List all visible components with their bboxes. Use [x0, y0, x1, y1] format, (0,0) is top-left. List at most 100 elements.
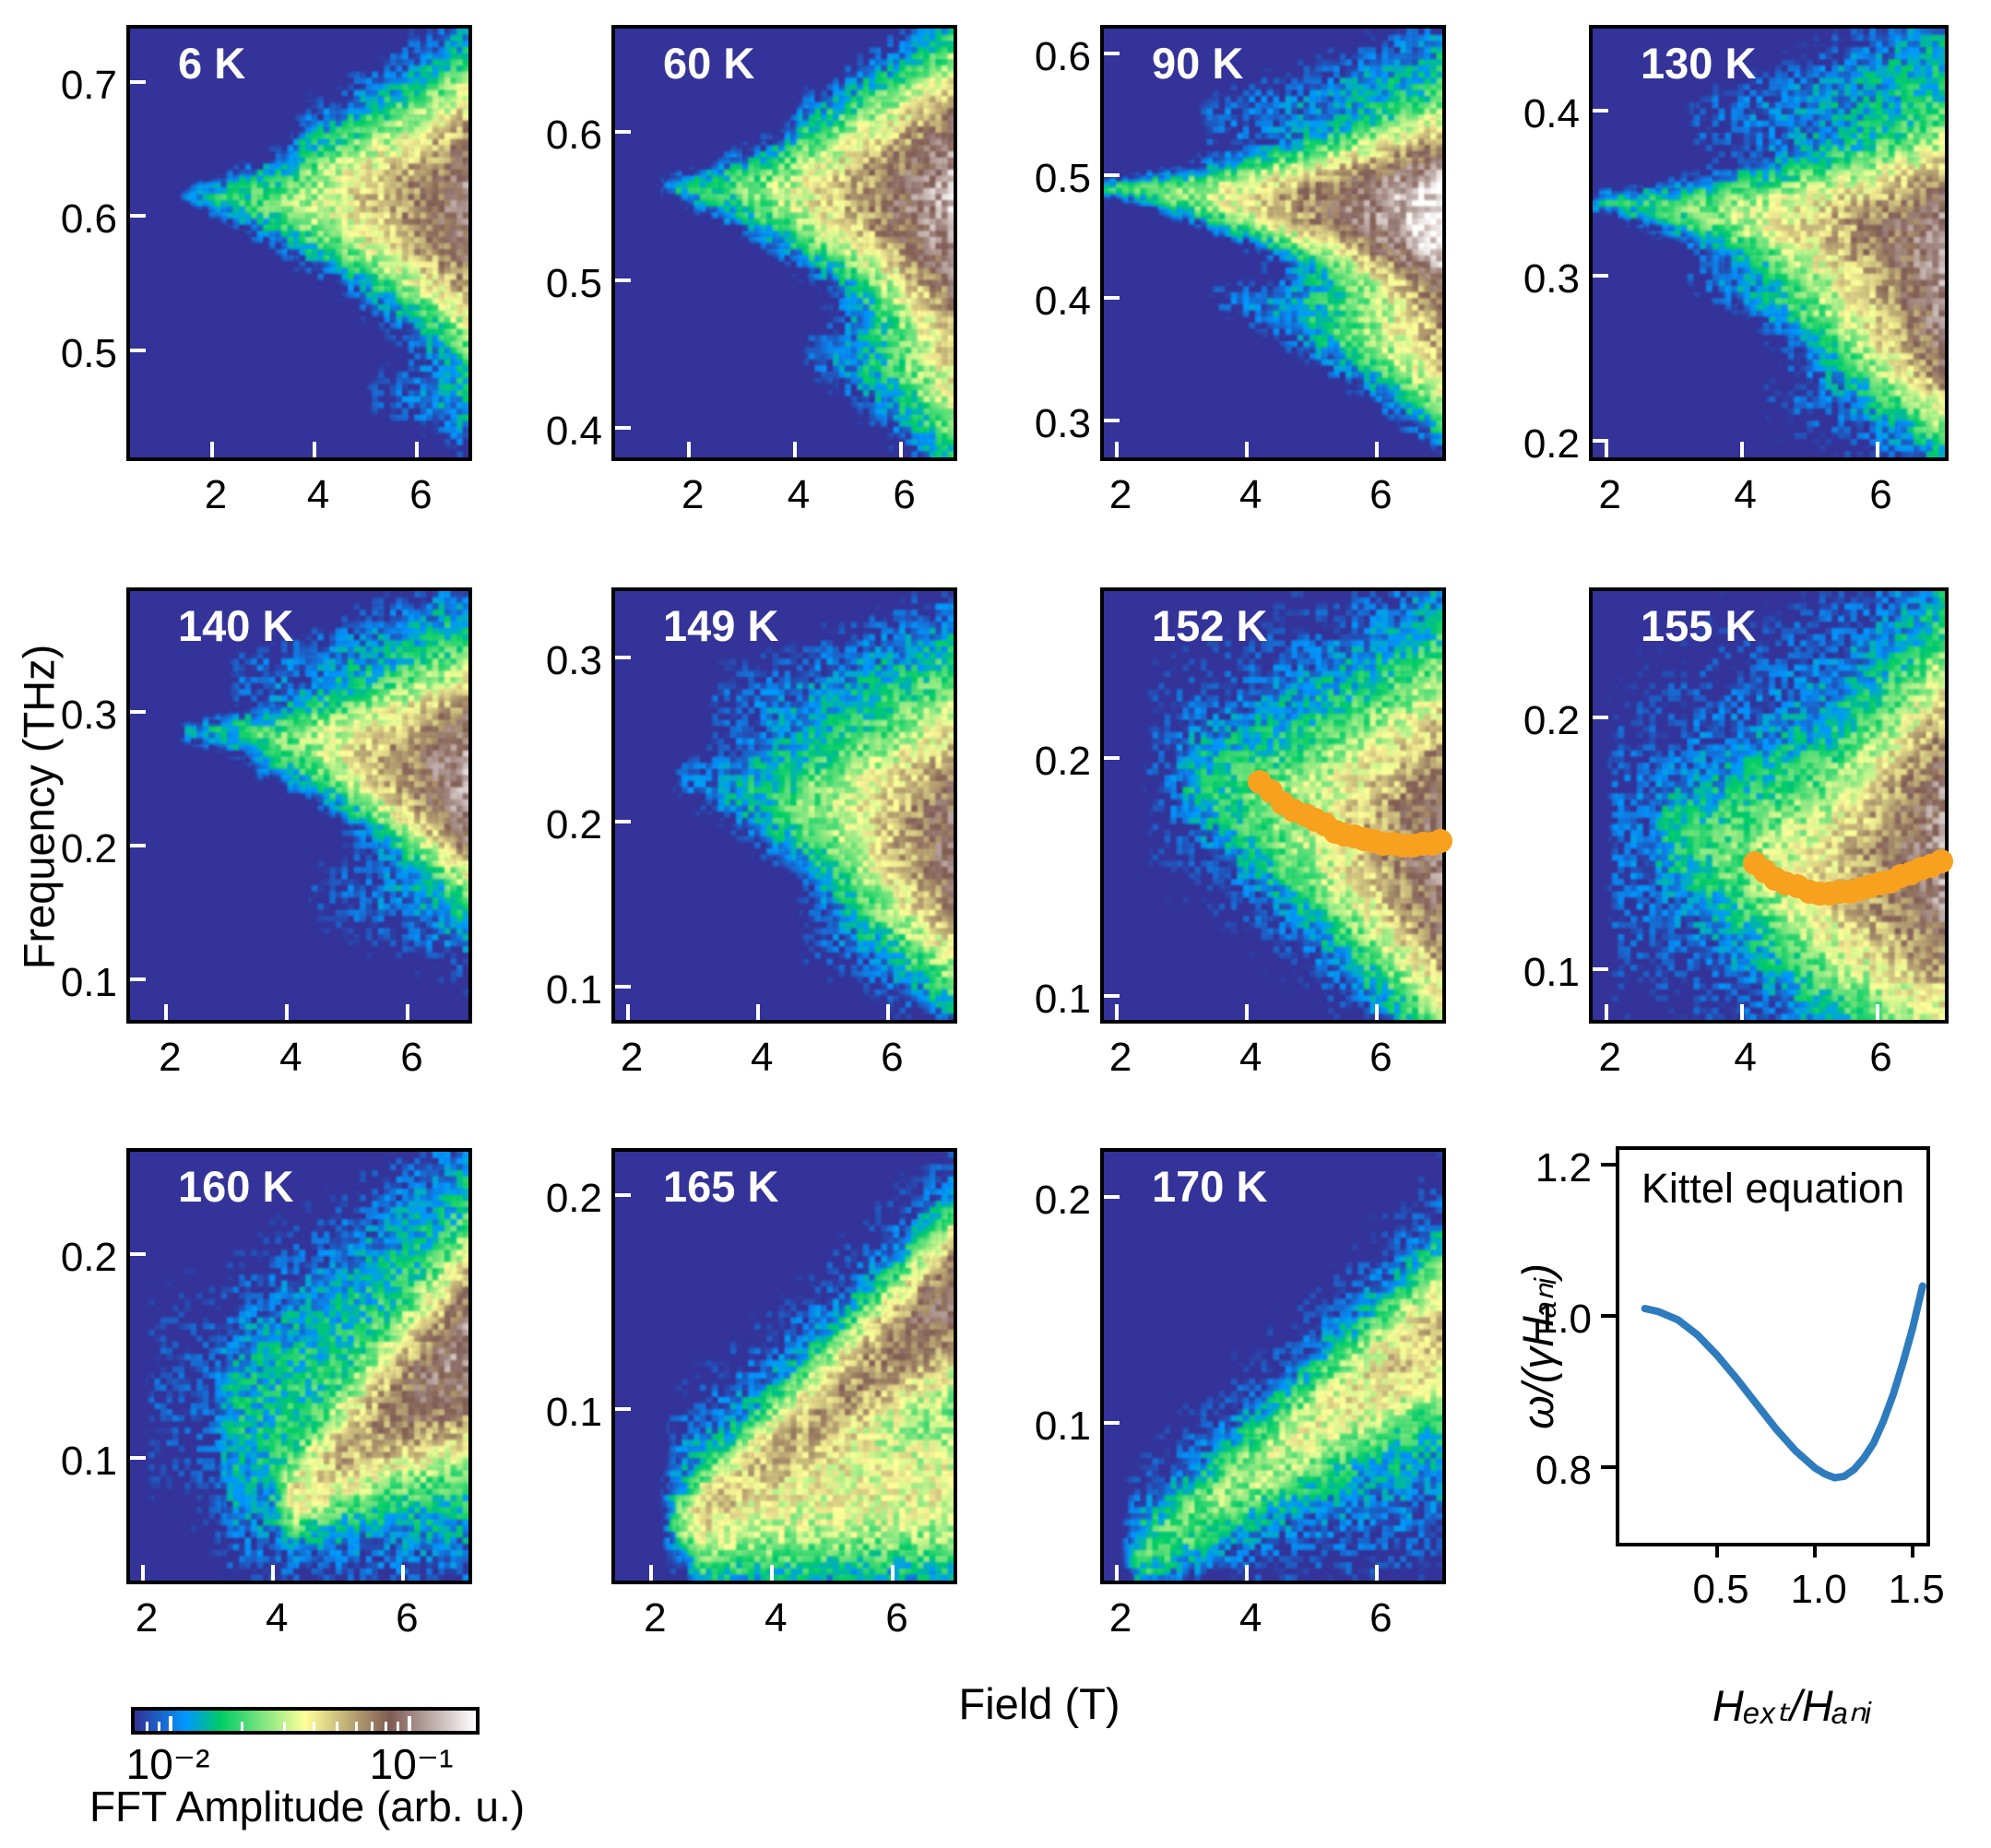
x-tick-mark	[649, 1565, 654, 1581]
y-tick-mark	[1601, 1465, 1616, 1470]
panel-title: 160 K	[178, 1162, 294, 1211]
x-tick-label: 2	[204, 472, 228, 517]
panel-170-k: 170 K 2 4 6 0.1 0.2	[1035, 1148, 1446, 1641]
x-axis-label: Field (T)	[958, 1679, 1120, 1728]
colorbar-major-tick	[407, 1716, 411, 1731]
x-tick-label: 4	[1734, 472, 1757, 517]
y-tick-mark	[1104, 1420, 1120, 1425]
y-tick-mark	[1104, 173, 1120, 178]
colorbar-minor-tick	[158, 1722, 161, 1731]
y-tick-label: 0.1	[1034, 1403, 1091, 1449]
panel-kittel-equation: Kittel equation 0.5 1.0 1.5 0.8 1.0 1.2	[1535, 1145, 1945, 1612]
y-tick-label: 0.2	[1034, 738, 1091, 784]
y-tick-label: 0.4	[545, 408, 602, 454]
x-tick-mark	[1911, 1543, 1915, 1558]
y-tick-label: 0.2	[1523, 697, 1580, 743]
heatmap-canvas	[615, 29, 954, 457]
y-tick-mark	[130, 1251, 146, 1256]
x-tick-mark	[1245, 1565, 1250, 1581]
y-tick-mark	[1104, 51, 1120, 55]
heatmap-canvas	[1593, 591, 1945, 1020]
x-tick-label: 6	[1369, 472, 1393, 517]
y-tick-mark	[1593, 715, 1608, 719]
y-tick-mark	[615, 820, 631, 824]
x-tick-mark	[1375, 442, 1380, 457]
x-tick-mark	[756, 1004, 761, 1020]
x-tick-mark	[1813, 1543, 1818, 1558]
colorbar-minor-tick	[282, 1722, 286, 1731]
x-tick-label: 4	[1239, 472, 1262, 517]
y-tick-mark	[615, 655, 631, 659]
x-tick-mark	[770, 1565, 775, 1581]
kittel-y-axis-label: ω/(γHₐₙᵢ)	[1513, 1263, 1562, 1429]
y-tick-mark	[130, 348, 146, 352]
y-tick-label: 0.6	[545, 113, 602, 159]
heatmap-canvas	[130, 29, 468, 457]
y-tick-label: 0.3	[545, 637, 602, 683]
panel-title: 130 K	[1641, 39, 1757, 88]
x-tick-mark	[164, 1004, 169, 1020]
y-tick-label: 0.1	[545, 1390, 602, 1435]
colorbar-minor-tick	[241, 1722, 244, 1731]
y-tick-label: 0.6	[1034, 33, 1091, 79]
y-tick-mark	[1104, 755, 1120, 760]
x-tick-mark	[406, 1004, 410, 1020]
y-tick-mark	[1601, 1314, 1616, 1319]
x-tick-label: 6	[1369, 1595, 1393, 1641]
y-tick-label: 0.2	[545, 1175, 602, 1221]
y-tick-label: 0.1	[60, 1439, 117, 1485]
y-tick-mark	[130, 1456, 146, 1461]
x-tick-label: 6	[396, 1595, 419, 1641]
x-tick-mark	[1375, 1565, 1380, 1581]
x-tick-label: 2	[1598, 472, 1621, 517]
panel-title: 60 K	[663, 39, 755, 88]
y-tick-mark	[130, 844, 146, 848]
heatmap-canvas	[130, 1152, 468, 1581]
y-tick-mark	[130, 709, 146, 714]
y-tick-mark	[1593, 439, 1608, 444]
panel-title: 140 K	[178, 601, 294, 650]
x-tick-mark	[1245, 1004, 1250, 1020]
y-tick-label: 0.2	[1523, 421, 1580, 468]
x-tick-mark	[1739, 442, 1744, 457]
x-tick-label: 1.0	[1790, 1567, 1847, 1612]
y-tick-mark	[615, 425, 631, 430]
mode-frequency-dot	[1929, 848, 1954, 873]
y-tick-mark	[615, 985, 631, 989]
colorbar-frame	[131, 1707, 480, 1735]
x-tick-label: 4	[751, 1035, 774, 1080]
x-tick-mark	[891, 1565, 895, 1581]
x-tick-mark	[1875, 1004, 1879, 1020]
y-tick-label: 0.2	[1034, 1177, 1091, 1223]
x-tick-label: 4	[279, 1035, 302, 1080]
colorbar-minor-tick	[336, 1722, 339, 1731]
y-tick-label: 0.1	[60, 960, 117, 1006]
x-tick-label: 4	[1239, 1595, 1262, 1641]
y-tick-mark	[1593, 274, 1608, 278]
colorbar-minor-tick	[384, 1722, 387, 1731]
panel-130-k: 130 K 2 4 6 0.2 0.3 0.4	[1523, 25, 1949, 517]
y-tick-label: 0.1	[545, 967, 602, 1013]
panel-90-k: 90 K 2 4 6 0.3 0.4 0.5 0.6	[1035, 25, 1446, 517]
x-tick-mark	[415, 442, 420, 457]
heatmap-canvas	[1104, 1152, 1442, 1581]
panel-title: 149 K	[663, 601, 779, 650]
x-tick-mark	[1115, 442, 1120, 457]
x-tick-mark	[141, 1565, 146, 1581]
y-tick-label: 0.2	[545, 802, 602, 848]
y-tick-label: 0.2	[60, 1234, 117, 1280]
mode-frequency-dot	[1428, 829, 1452, 854]
panel-title: 155 K	[1641, 601, 1757, 650]
y-tick-label: 0.3	[60, 692, 117, 738]
x-tick-mark	[209, 442, 214, 457]
y-tick-mark	[615, 278, 631, 282]
y-tick-label: 1.0	[1535, 1297, 1592, 1343]
colorbar-gradient	[135, 1711, 476, 1731]
y-tick-mark	[130, 214, 146, 219]
x-tick-mark	[1715, 1543, 1720, 1558]
x-tick-label: 2	[644, 1595, 667, 1641]
panel-title: 170 K	[1152, 1162, 1268, 1211]
x-tick-label: 6	[893, 472, 916, 517]
heatmap-canvas	[1593, 29, 1945, 457]
